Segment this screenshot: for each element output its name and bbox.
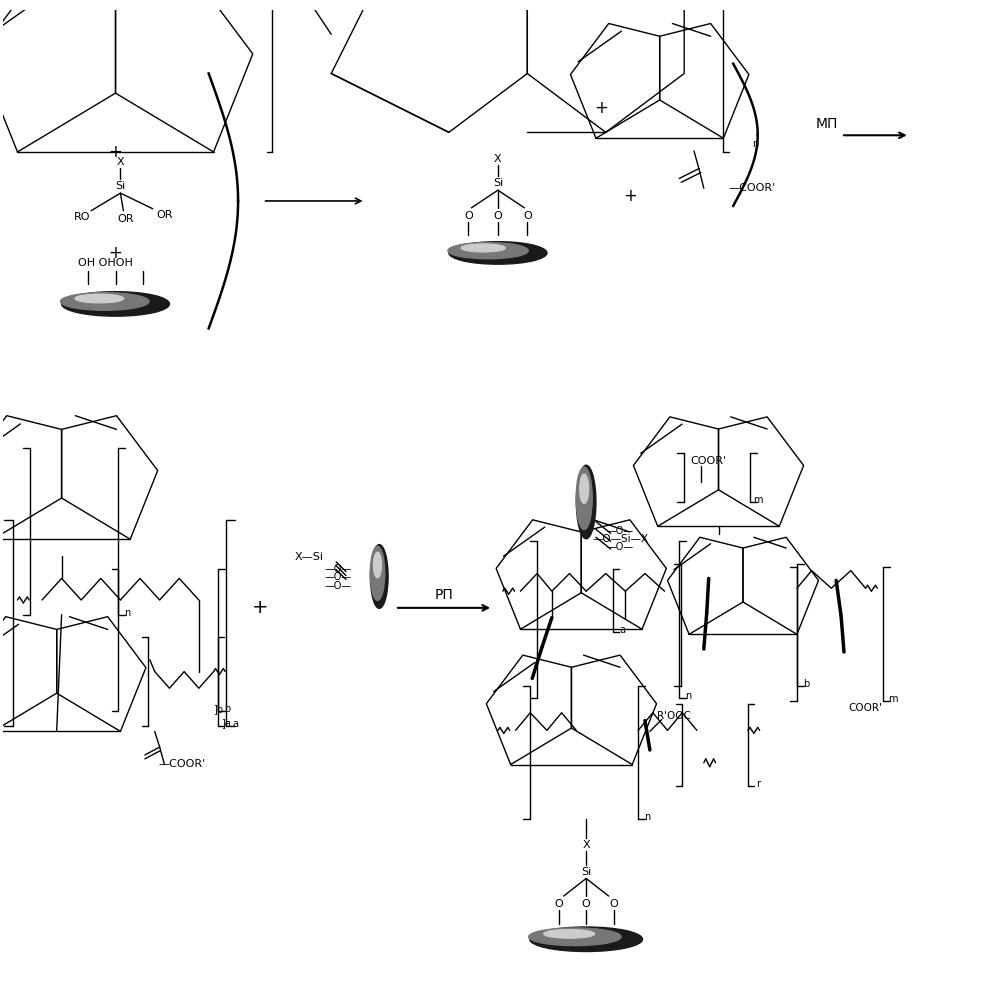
Ellipse shape — [374, 552, 382, 578]
Ellipse shape — [544, 930, 595, 938]
Text: Si: Si — [115, 181, 125, 191]
Ellipse shape — [580, 474, 589, 503]
Text: O: O — [523, 211, 531, 221]
Text: n: n — [751, 139, 758, 149]
Text: n: n — [685, 691, 691, 701]
Ellipse shape — [60, 293, 149, 310]
Text: +: + — [251, 598, 268, 617]
Text: —O—: —O— — [324, 564, 352, 574]
Text: —O—: —O— — [607, 526, 634, 536]
Text: РП: РП — [435, 588, 454, 602]
Text: n: n — [644, 812, 650, 822]
Text: O: O — [464, 211, 473, 221]
Text: Si: Si — [581, 867, 592, 877]
Text: —O—: —O— — [324, 572, 352, 582]
Text: OH OHOH: OH OHOH — [78, 258, 133, 268]
Text: c: c — [225, 719, 230, 729]
Text: COOR': COOR' — [849, 703, 882, 713]
Ellipse shape — [576, 467, 593, 530]
Text: OR: OR — [157, 210, 173, 220]
Text: a: a — [232, 719, 239, 729]
Text: O: O — [554, 899, 563, 909]
Text: ]b: ]b — [213, 704, 224, 714]
Text: b: b — [224, 704, 231, 714]
Text: b: b — [803, 679, 809, 689]
Text: —COOR': —COOR' — [729, 183, 776, 193]
Ellipse shape — [461, 244, 505, 252]
Text: OR: OR — [117, 214, 133, 224]
Text: COOR': COOR' — [690, 456, 727, 466]
Ellipse shape — [75, 294, 123, 303]
Text: m: m — [888, 694, 898, 704]
Text: r: r — [755, 779, 760, 789]
Ellipse shape — [529, 927, 643, 951]
Text: X: X — [583, 840, 590, 850]
Text: R'OOC: R'OOC — [658, 711, 691, 721]
Text: m: m — [753, 495, 762, 505]
Text: +: + — [594, 99, 607, 117]
Text: +: + — [108, 244, 122, 262]
Text: a: a — [619, 625, 625, 635]
Text: O: O — [582, 899, 591, 909]
Text: МП: МП — [815, 117, 837, 131]
Text: —COOR': —COOR' — [159, 759, 206, 769]
Text: O: O — [494, 211, 502, 221]
Text: X—Si: X—Si — [294, 552, 323, 562]
Text: Si: Si — [493, 178, 503, 188]
Ellipse shape — [449, 242, 547, 264]
Text: —O—: —O— — [324, 581, 352, 591]
Text: +: + — [108, 143, 122, 161]
Ellipse shape — [577, 465, 596, 539]
Text: X: X — [116, 157, 124, 167]
Text: O: O — [609, 899, 618, 909]
Text: —O—Si—X: —O—Si—X — [593, 534, 649, 544]
Text: n: n — [124, 608, 130, 618]
Ellipse shape — [61, 292, 170, 316]
Text: X: X — [494, 154, 502, 164]
Ellipse shape — [448, 243, 528, 259]
Ellipse shape — [528, 928, 621, 946]
Text: RO: RO — [74, 212, 91, 222]
Text: —O—: —O— — [607, 542, 634, 552]
Text: ]a: ]a — [222, 719, 232, 729]
Ellipse shape — [371, 545, 388, 608]
Ellipse shape — [371, 546, 385, 600]
Text: +: + — [623, 187, 637, 205]
